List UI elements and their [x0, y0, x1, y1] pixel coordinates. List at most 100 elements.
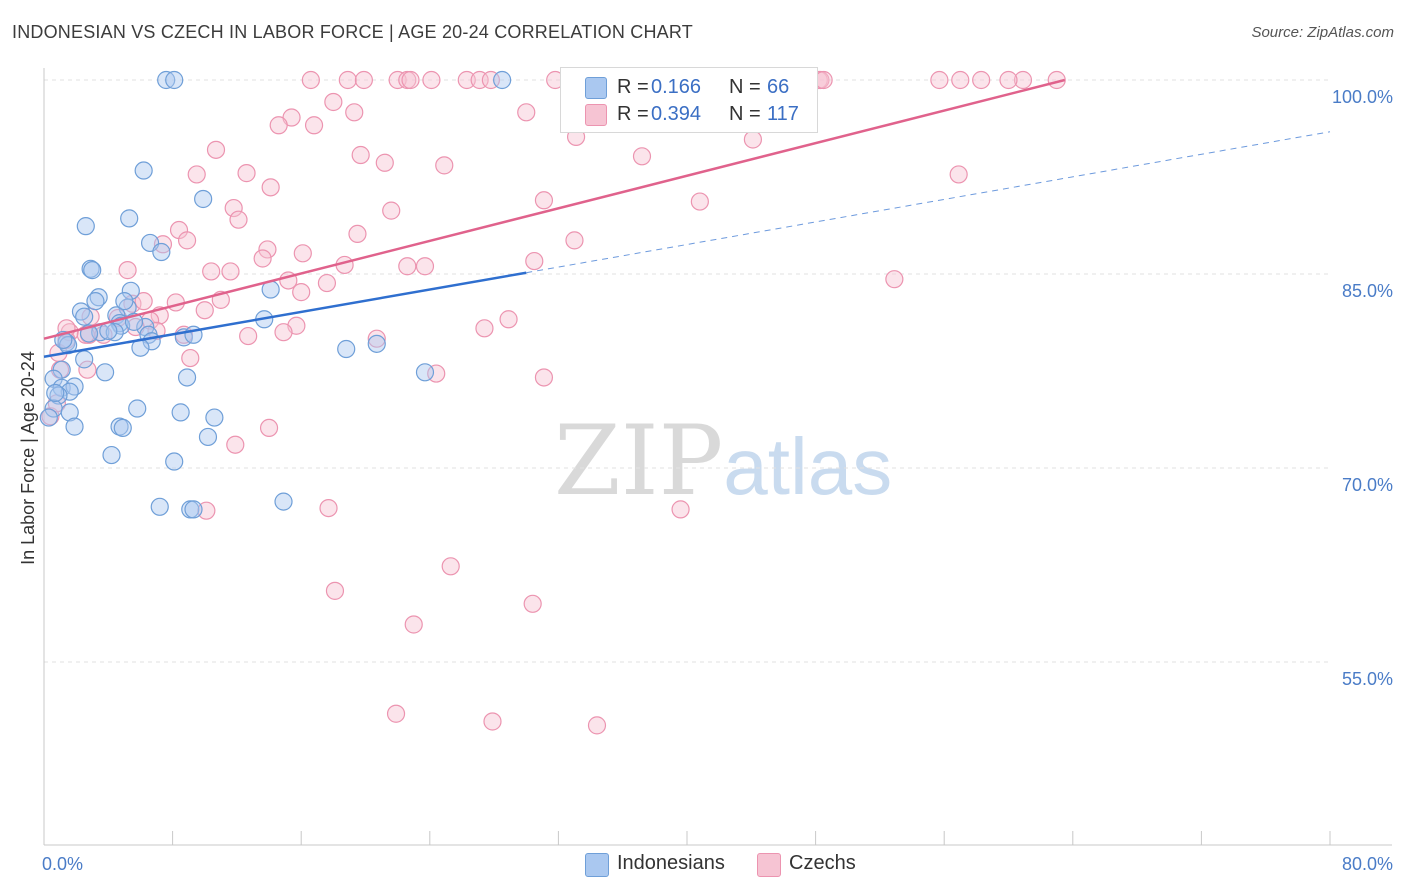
y-tick-label: 55.0%	[1342, 669, 1393, 689]
point-czech	[195, 301, 214, 320]
point-indonesian	[76, 217, 95, 236]
point-indonesian	[165, 452, 184, 471]
point-czech	[401, 70, 420, 90]
point-indonesian	[75, 350, 94, 369]
point-czech	[261, 178, 280, 197]
point-czech	[319, 498, 338, 518]
point-czech	[197, 501, 216, 520]
point-indonesian	[46, 383, 65, 403]
point-czech	[259, 418, 279, 438]
point-czech	[258, 240, 277, 259]
point-czech	[324, 92, 343, 112]
legend-n-label: N =	[729, 103, 761, 125]
point-czech	[632, 147, 652, 166]
point-czech	[338, 70, 357, 90]
point-czech	[483, 712, 502, 731]
point-indonesian	[165, 70, 184, 90]
trendline-czechs	[43, 78, 1066, 340]
point-indonesian	[171, 403, 190, 422]
point-indonesian	[184, 500, 203, 519]
legend-box: R = 0.166 N = 66 R = 0.394 N = 117	[560, 67, 818, 133]
y-tick-label: 70.0%	[1342, 475, 1393, 495]
y-axis-label: In Labor Force | Age 20-24	[18, 351, 38, 565]
point-czech	[239, 326, 258, 346]
point-czech	[930, 70, 949, 90]
point-indonesian	[415, 363, 435, 382]
legend-r-label: R =	[617, 103, 649, 125]
point-czech	[951, 70, 970, 90]
point-czech	[293, 244, 312, 263]
source-label: Source: ZipAtlas.com	[1251, 24, 1394, 41]
point-czech	[885, 270, 904, 289]
legend-n-label: N =	[729, 76, 761, 98]
point-czech	[475, 319, 494, 338]
y-tick-label: 85.0%	[1342, 281, 1393, 301]
point-czech	[274, 323, 293, 342]
point-czech	[517, 103, 536, 122]
legend-swatch-czechs	[585, 104, 607, 126]
bottom-legend-label-czechs: Czechs	[789, 852, 856, 874]
point-czech	[304, 116, 324, 135]
point-indonesian	[177, 368, 197, 387]
point-indonesian	[198, 427, 218, 447]
point-czech	[534, 191, 554, 210]
point-czech	[587, 716, 607, 735]
point-czech	[525, 251, 544, 271]
point-czech	[671, 500, 690, 519]
trendline-indonesians-extension	[526, 131, 1331, 274]
point-czech	[301, 70, 320, 90]
point-indonesian	[274, 492, 293, 511]
point-czech	[441, 557, 460, 576]
legend-r-value: 0.166	[651, 76, 702, 98]
watermark: ZIPatlas	[554, 405, 892, 517]
point-czech	[386, 704, 406, 723]
x-tick-label: 0.0%	[42, 854, 83, 874]
point-indonesian	[113, 418, 132, 438]
point-czech	[221, 262, 240, 281]
point-indonesian	[71, 302, 91, 321]
point-indonesian	[367, 334, 386, 353]
point-czech	[269, 116, 288, 135]
watermark-zip: ZIP	[554, 405, 724, 517]
chart-title: INDONESIAN VS CZECH IN LABOR FORCE | AGE…	[12, 22, 693, 42]
point-czech	[177, 231, 197, 250]
point-czech	[78, 360, 97, 379]
point-czech	[422, 70, 441, 90]
legend-r-value: 0.394	[651, 103, 702, 125]
point-czech	[354, 70, 373, 90]
point-indonesian	[115, 292, 134, 311]
point-czech	[972, 70, 991, 90]
point-indonesian	[205, 408, 224, 427]
bottom-legend-label-indonesians: Indonesians	[617, 852, 725, 874]
point-czech	[382, 201, 401, 220]
point-czech	[187, 165, 206, 184]
point-czech	[348, 224, 367, 244]
point-czech	[457, 70, 476, 90]
point-czech	[565, 231, 584, 250]
point-czech	[1013, 70, 1033, 90]
legend-n-value: 66	[767, 76, 790, 98]
point-czech	[292, 283, 311, 302]
y-tick-label: 100.0%	[1332, 87, 1393, 107]
point-czech	[166, 293, 185, 312]
point-czech	[317, 273, 337, 293]
point-czech	[398, 257, 417, 276]
point-indonesian	[65, 417, 84, 436]
point-indonesian	[75, 307, 94, 326]
point-czech	[229, 210, 248, 229]
point-czech	[118, 261, 137, 280]
point-indonesian	[95, 363, 115, 382]
legend-r-label: R =	[617, 76, 649, 98]
point-indonesian	[150, 497, 169, 516]
point-indonesian	[83, 261, 102, 280]
point-indonesian	[493, 70, 512, 90]
point-czech	[375, 153, 394, 172]
point-indonesian	[337, 339, 356, 359]
point-czech	[351, 145, 370, 165]
point-czech	[404, 615, 423, 634]
point-czech	[345, 103, 364, 122]
legend-n-value: 117	[767, 103, 799, 125]
bottom-legend-swatch-indonesians	[585, 853, 609, 877]
point-indonesian	[194, 189, 213, 209]
